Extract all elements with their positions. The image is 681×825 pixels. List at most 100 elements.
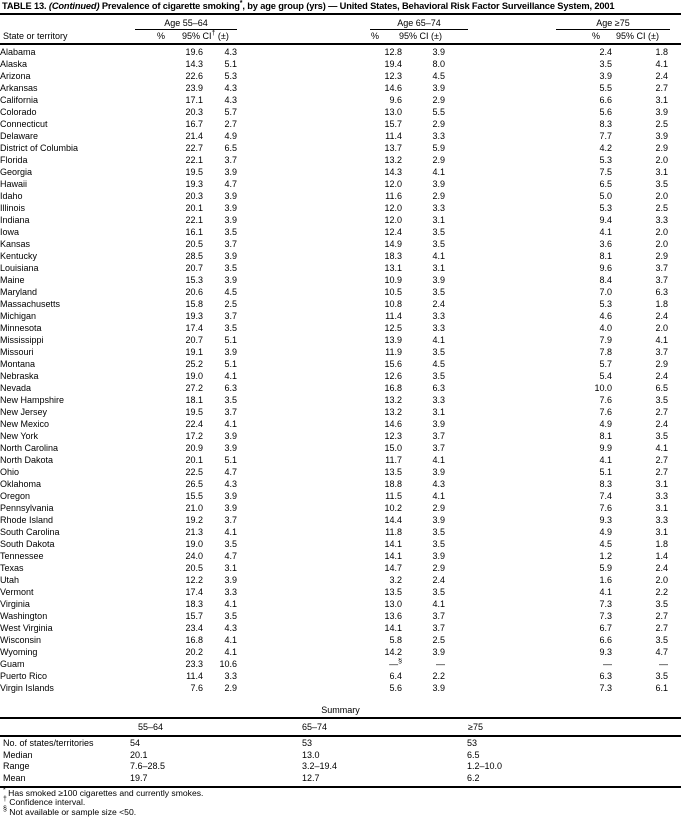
value-cell: 4.3 (224, 623, 237, 633)
value-cell: 7.7 (599, 131, 612, 141)
value-cell: 5.1 (224, 359, 237, 369)
state-name-cell: Arizona (0, 71, 31, 81)
title-rule (0, 13, 681, 15)
table-row: New Jersey 19.5 3.7 13.2 3.1 7.6 2.7 (0, 406, 681, 418)
col-header-ci-1: 95% CI† (±) (182, 30, 229, 41)
summary-value-cell: 12.7 (302, 772, 320, 783)
value-cell: 10.8 (384, 299, 402, 309)
value-cell: 11.4 (385, 311, 402, 321)
value-cell: 3.1 (655, 479, 668, 489)
value-cell: 15.8 (185, 299, 203, 309)
value-cell: 5.1 (224, 59, 237, 69)
value-cell: 16.8 (384, 383, 402, 393)
value-cell: 5.7 (599, 359, 612, 369)
value-cell: 2.0 (655, 239, 668, 249)
pad-cell (668, 442, 681, 454)
table-row: Guam 23.3 10.6 —§ — — — (0, 658, 681, 670)
state-name-cell: North Carolina (0, 443, 59, 453)
summary-value-cell: 20.1 (130, 749, 148, 760)
pad-cell (668, 550, 681, 562)
value-cell: 4.1 (599, 587, 612, 597)
value-cell: 4.1 (655, 335, 668, 345)
value-cell: 3.9 (224, 275, 237, 285)
state-name-cell: Alabama (0, 47, 36, 57)
value-cell: 3.1 (432, 407, 445, 417)
pad-cell (668, 478, 681, 490)
table-row: Texas 20.5 3.1 14.7 2.9 5.9 2.4 (0, 562, 681, 574)
value-cell: 3.5 (655, 599, 668, 609)
value-cell: 6.5 (224, 143, 237, 153)
value-cell: 4.1 (432, 335, 445, 345)
value-cell: 4.1 (655, 59, 668, 69)
value-cell: 2.9 (655, 143, 668, 153)
value-cell: 11.4 (186, 671, 203, 681)
value-cell: 7.3 (599, 611, 612, 621)
value-cell: 9.3 (599, 647, 612, 657)
table-row: Rhode Island 19.2 3.7 14.4 3.9 9.3 3.3 (0, 514, 681, 526)
value-cell: 19.1 (185, 347, 203, 357)
table-row: Colorado 20.3 5.7 13.0 5.5 5.6 3.9 (0, 106, 681, 118)
pad-cell (668, 490, 681, 502)
summary-label-cell: Mean (3, 772, 26, 783)
value-cell: 3.7 (224, 407, 237, 417)
value-cell: 10.2 (384, 503, 402, 513)
value-cell: 4.3 (224, 83, 237, 93)
table-row: Washington 15.7 3.5 13.6 3.7 7.3 2.7 (0, 610, 681, 622)
value-cell: 6.1 (655, 683, 668, 693)
value-cell: 14.4 (384, 515, 402, 525)
pad-cell (668, 514, 681, 526)
table-row: Louisiana 20.7 3.5 13.1 3.1 9.6 3.7 (0, 262, 681, 274)
state-name-cell: Illinois (0, 203, 26, 213)
summary-row: Median 20.1 13.0 6.5 (0, 750, 681, 762)
table-row: Virgin Islands 7.6 2.9 5.6 3.9 7.3 6.1 (0, 682, 681, 694)
value-cell: 4.7 (224, 179, 237, 189)
value-cell: 2.7 (655, 611, 668, 621)
value-cell: 23.4 (185, 623, 203, 633)
value-cell: 3.1 (432, 215, 445, 225)
value-cell: 8.3 (599, 119, 612, 129)
table-row: Puerto Rico 11.4 3.3 6.4 2.2 6.3 3.5 (0, 670, 681, 682)
value-cell: 1.4 (655, 551, 668, 561)
value-cell: 6.3 (655, 287, 668, 297)
value-cell: 3.5 (432, 227, 445, 237)
value-cell: 13.9 (384, 335, 402, 345)
table-row: Georgia 19.5 3.9 14.3 4.1 7.5 3.1 (0, 166, 681, 178)
table-row: California 17.1 4.3 9.6 2.9 6.6 3.1 (0, 94, 681, 106)
value-cell: 3.9 (432, 647, 445, 657)
value-cell: 6.3 (224, 383, 237, 393)
pad-cell (668, 310, 681, 322)
value-cell: 12.5 (384, 323, 402, 333)
value-cell: 1.8 (655, 539, 668, 549)
pad-cell (668, 466, 681, 478)
value-cell: 7.3 (599, 683, 612, 693)
value-cell: 2.9 (432, 503, 445, 513)
state-table-body: Alabama 19.6 4.3 12.8 3.9 2.4 1.8 Alaska 14.3 5.1… (0, 46, 681, 694)
summary-value-cell: 7.6–28.5 (130, 761, 166, 771)
value-cell: 2.9 (432, 95, 445, 105)
pad-cell (668, 94, 681, 106)
group-header-65-74: Age 65–74 (370, 17, 468, 30)
value-cell: 16.1 (185, 227, 203, 237)
value-cell: 12.3 (384, 71, 402, 81)
value-cell: 9.9 (599, 443, 612, 453)
value-cell: 7.8 (599, 347, 612, 357)
value-cell: 2.0 (655, 575, 668, 585)
value-cell: 3.9 (224, 431, 237, 441)
summary-value-cell: 53 (467, 738, 478, 748)
pad-cell (668, 166, 681, 178)
value-cell: 8.3 (599, 479, 612, 489)
value-cell: 7.6 (599, 407, 612, 417)
pad-cell (668, 82, 681, 94)
value-cell: 4.1 (224, 647, 237, 657)
table-row: Alabama 19.6 4.3 12.8 3.9 2.4 1.8 (0, 46, 681, 58)
footnotes: * Has smoked ≥100 cigarettes and current… (3, 787, 203, 817)
value-cell: 3.5 (224, 539, 237, 549)
value-cell: 3.9 (224, 251, 237, 261)
value-cell: 14.3 (185, 59, 203, 69)
value-cell: 3.5 (224, 323, 237, 333)
value-cell: 3.3 (432, 395, 445, 405)
value-cell: 5.1 (224, 455, 237, 465)
value-cell: 3.7 (224, 515, 237, 525)
state-name-cell: Florida (0, 155, 28, 165)
value-cell: 3.1 (655, 503, 668, 513)
